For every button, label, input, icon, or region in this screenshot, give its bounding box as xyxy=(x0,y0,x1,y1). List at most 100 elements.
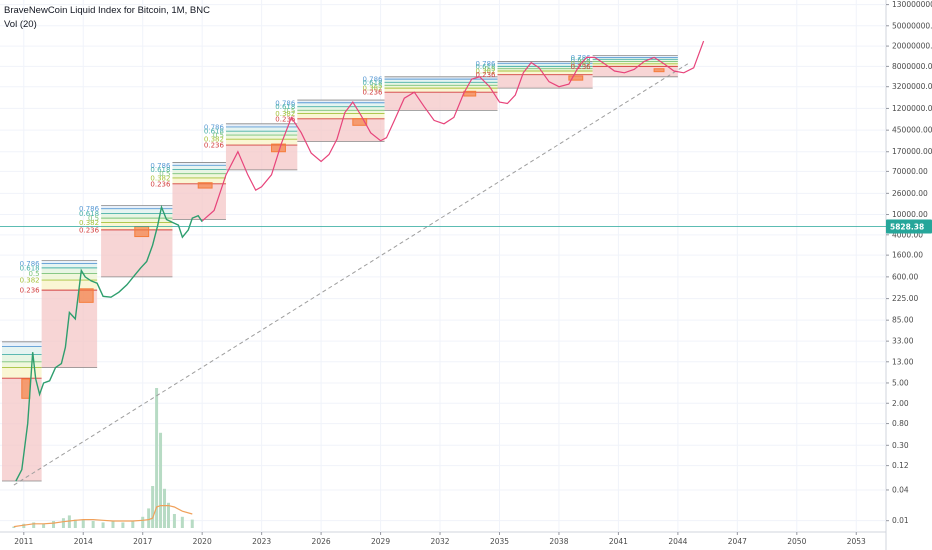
projection-line xyxy=(201,40,705,222)
price-tick-label: 0.80 xyxy=(892,419,909,428)
volume-bar xyxy=(147,508,151,528)
fib-label: 0.618 xyxy=(475,63,495,71)
volume-bar xyxy=(172,514,176,528)
time-tick-label: 2020 xyxy=(193,537,212,546)
fib-label: 0.618 xyxy=(150,166,170,174)
volume-bar xyxy=(121,522,125,528)
fib-label: 0.382 xyxy=(204,136,224,144)
fib-label: 0.236 xyxy=(79,226,100,234)
price-tick-label: 0.04 xyxy=(892,485,909,494)
price-tick-label: 70000.00 xyxy=(892,167,928,176)
price-tick-label: 85.00 xyxy=(892,316,914,325)
volume-indicator-label[interactable]: Vol (20) xyxy=(4,19,37,30)
fib-band xyxy=(384,85,498,89)
last-price-badge xyxy=(886,219,932,234)
fib-band xyxy=(497,61,593,64)
fib-band xyxy=(1,354,42,362)
price-tick-label: 225.00 xyxy=(892,294,918,303)
fib-label: 0.236 xyxy=(204,142,225,150)
accumulation-zone xyxy=(197,182,213,189)
fib-zone-lower xyxy=(225,145,298,170)
fib-band xyxy=(297,100,385,103)
fib-label: 0.618 xyxy=(204,128,224,136)
volume-bar xyxy=(111,521,115,528)
price-tick-label: 1600.00 xyxy=(892,251,923,260)
fib-zone-lower xyxy=(101,229,173,277)
time-tick-label: 2014 xyxy=(74,537,93,546)
fib-band xyxy=(101,205,173,209)
fib-label: 0.786 xyxy=(20,260,41,268)
volume-bar xyxy=(73,519,77,528)
fib-label: 0.236 xyxy=(20,287,41,295)
fib-band xyxy=(225,135,298,140)
fib-band xyxy=(1,346,42,355)
fib-label: 0.5 xyxy=(28,270,39,278)
fib-label: 0.236 xyxy=(275,115,296,123)
volume-bar xyxy=(155,388,159,528)
price-axis[interactable]: 130000000.00 50000000.00 20000000.00 800000… xyxy=(886,0,932,525)
fib-band xyxy=(172,162,226,166)
fib-band xyxy=(497,70,593,75)
fib-band xyxy=(297,113,385,119)
fib-band xyxy=(384,88,498,93)
fib-band xyxy=(497,63,593,67)
fib-band xyxy=(592,61,678,64)
fib-band xyxy=(592,59,678,62)
volume-bar xyxy=(67,515,71,528)
fib-boxes: 0.7860.6180.50.3820.23600.7860.6180.50.3… xyxy=(0,54,678,482)
fib-band xyxy=(41,263,98,268)
fib-label: 0.786 xyxy=(0,343,1,351)
fib-label: 0.236 xyxy=(571,63,592,71)
fib-zone-lower xyxy=(592,66,678,77)
volume-bar xyxy=(81,519,85,528)
fib-band xyxy=(101,218,173,223)
fib-label: 0.382 xyxy=(20,277,40,285)
price-tick-label: 1200000.00 xyxy=(892,104,932,113)
fib-label: 0.5 xyxy=(580,58,591,66)
fib-zone-lower xyxy=(41,290,98,368)
fib-band xyxy=(172,169,226,174)
fib-band xyxy=(297,110,385,114)
price-tick-label: 50000000.00 xyxy=(892,21,932,30)
price-tick-label: 10000.00 xyxy=(892,210,928,219)
fib-band xyxy=(41,260,98,264)
fib-label: 0.786 xyxy=(571,54,592,62)
time-tick-label: 2032 xyxy=(430,537,449,546)
fib-label: 0.786 xyxy=(275,99,296,107)
fib-band xyxy=(225,126,298,132)
time-tick-label: 2038 xyxy=(549,537,568,546)
fib-band xyxy=(592,55,678,58)
fib-band xyxy=(101,213,173,219)
fib-label: 0.236 xyxy=(362,89,383,97)
volume-bar xyxy=(61,518,65,528)
symbol-title[interactable]: BraveNewCoin Liquid Index for Bitcoin, 1… xyxy=(4,5,210,16)
fib-band xyxy=(497,66,593,69)
fib-band xyxy=(1,341,42,347)
accumulation-zone xyxy=(653,68,665,73)
price-tick-label: 0.12 xyxy=(892,461,909,470)
accumulation-zone xyxy=(134,226,150,238)
volume-bar xyxy=(52,521,56,528)
time-tick-label: 2017 xyxy=(133,537,152,546)
time-tick-label: 2023 xyxy=(252,537,271,546)
time-tick-label: 2029 xyxy=(371,537,390,546)
fib-band xyxy=(41,273,98,281)
fib-band xyxy=(297,102,385,107)
fib-label: 0.236 xyxy=(0,375,1,383)
volume-bar xyxy=(91,521,95,528)
volume-bar xyxy=(32,522,36,528)
fib-label: 0.618 xyxy=(571,56,591,64)
time-tick-label: 2011 xyxy=(14,537,33,546)
accumulation-zone xyxy=(271,143,286,153)
time-tick-label: 2044 xyxy=(668,537,687,546)
volume-ma-line xyxy=(13,505,193,528)
fib-band xyxy=(592,63,678,67)
fib-label: 0.618 xyxy=(362,79,382,87)
volume-bar xyxy=(159,432,163,528)
chart-legend: BraveNewCoin Liquid Index for Bitcoin, 1… xyxy=(4,4,210,32)
time-tick-label: 2050 xyxy=(787,537,806,546)
time-axis[interactable]: 2011 2014 2017 2020 2023 2026 2029 2032 2035 2038… xyxy=(14,532,866,546)
